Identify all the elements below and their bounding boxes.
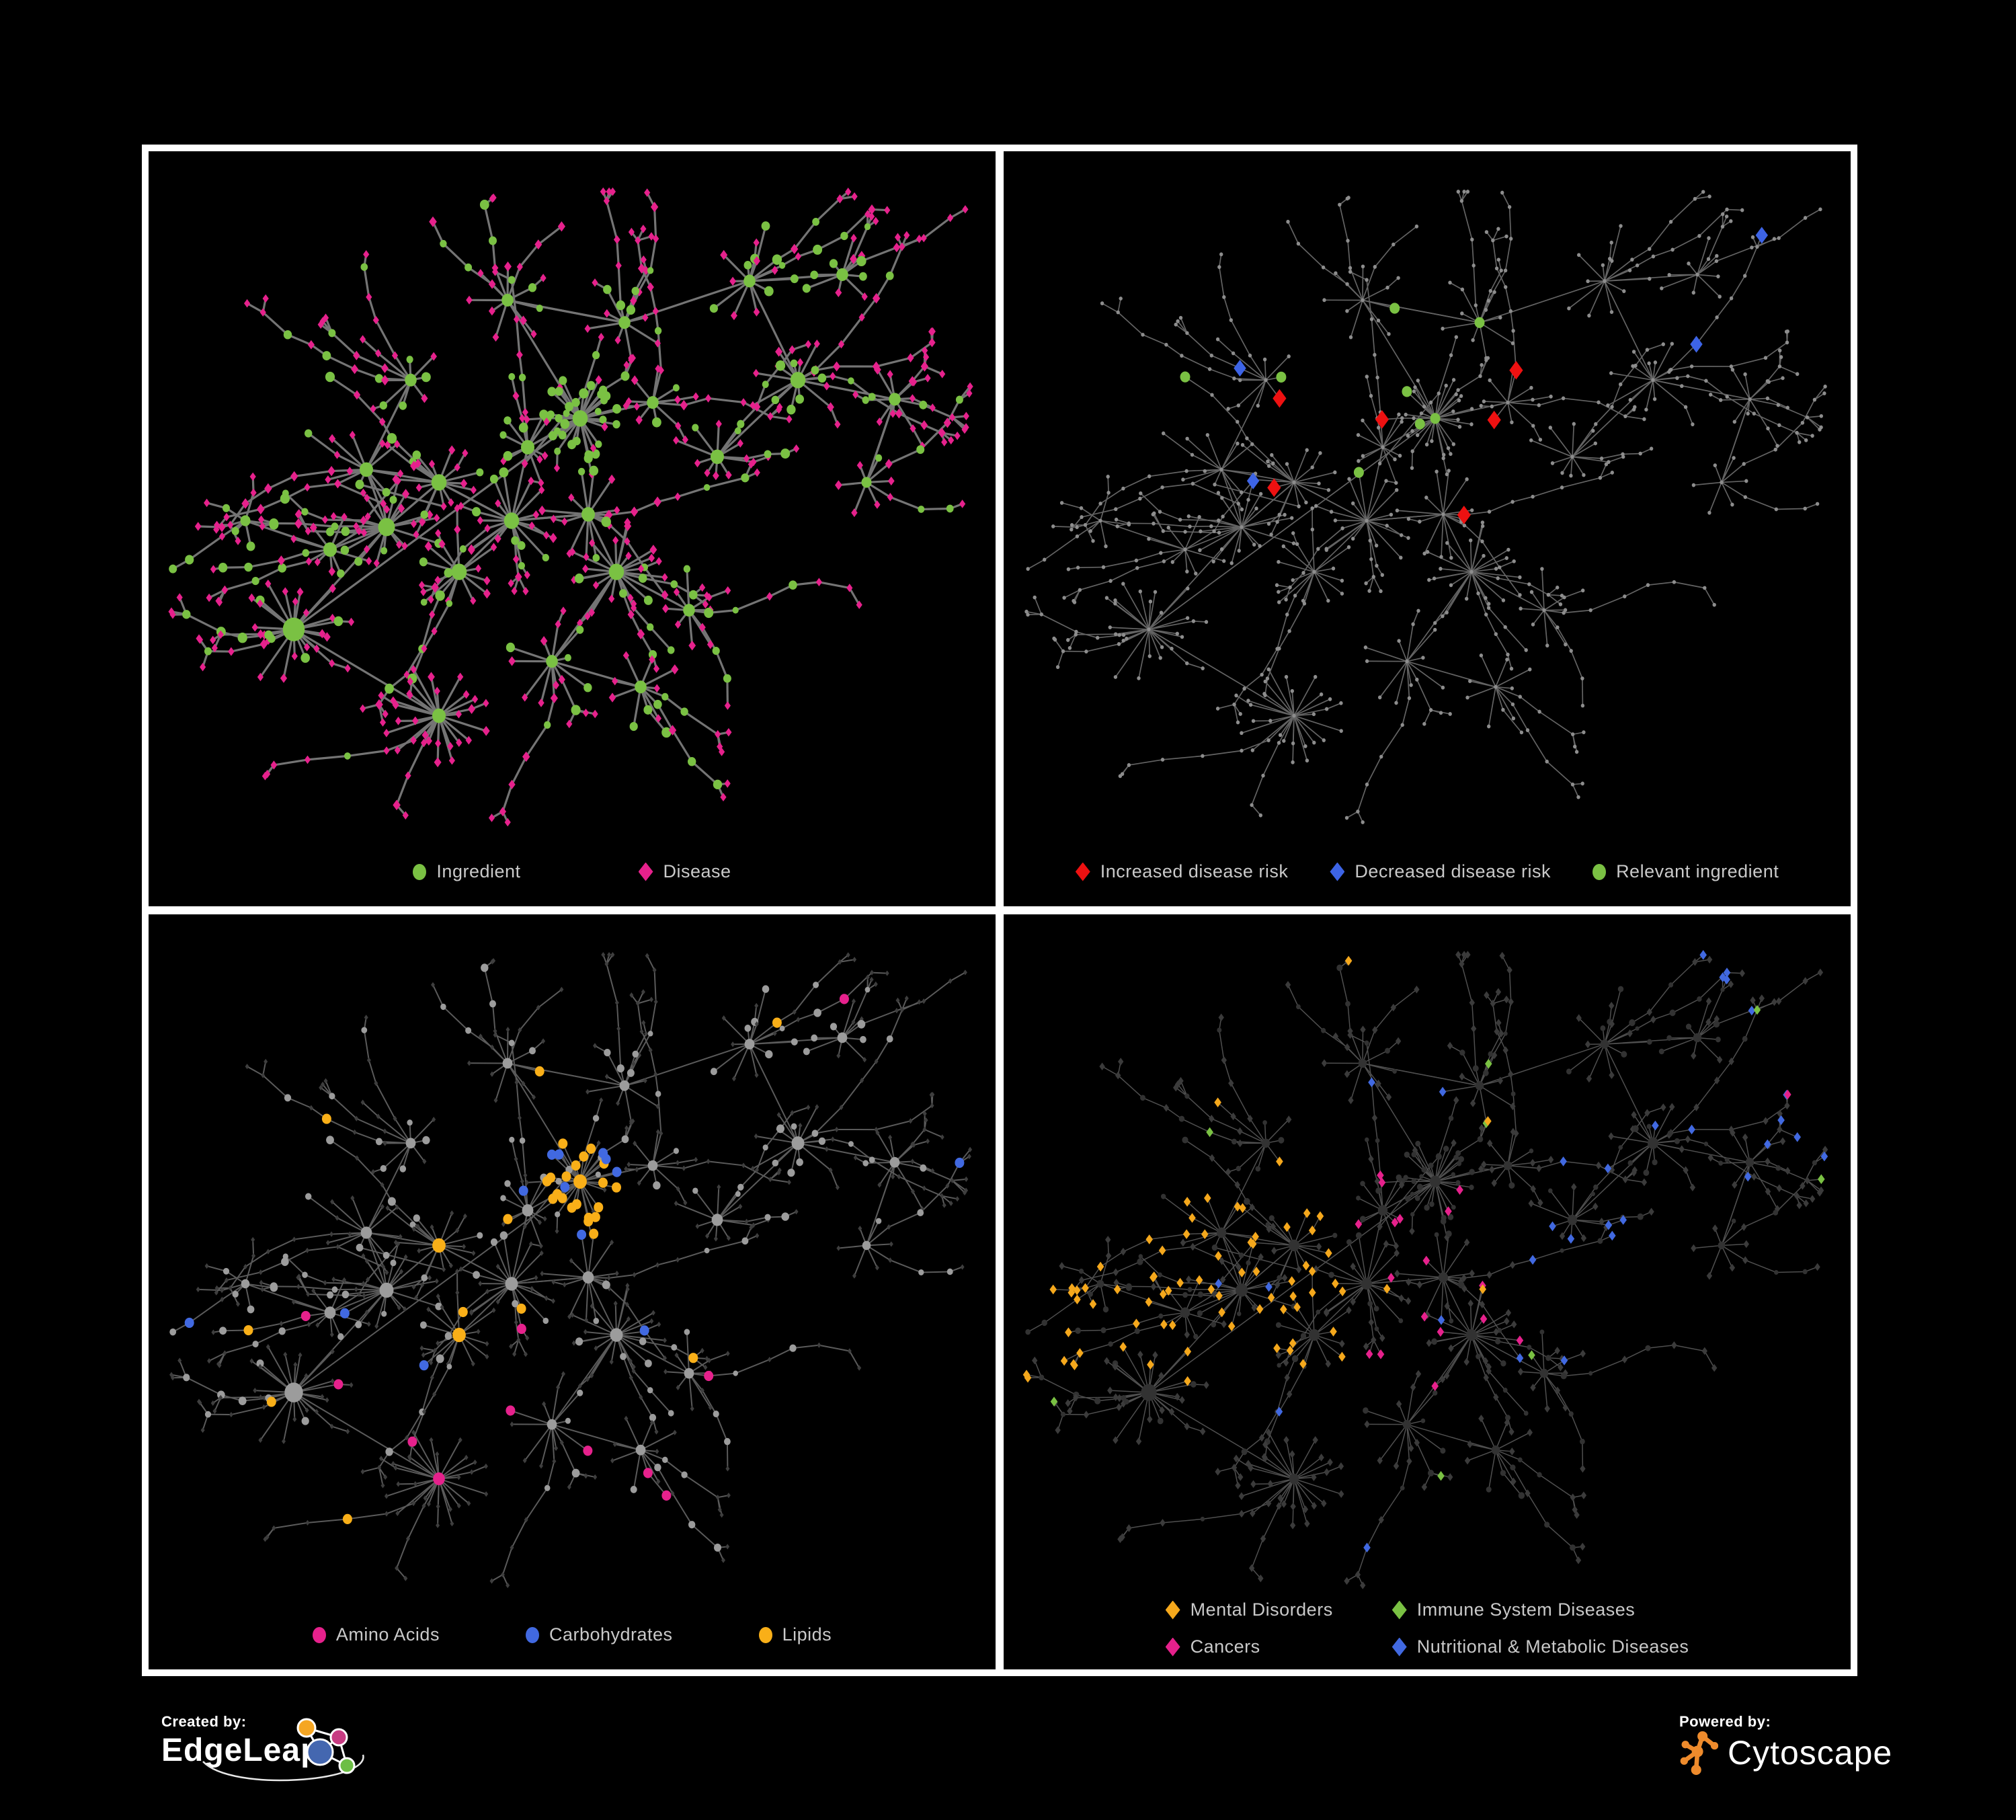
- legend-label: Carbohydrates: [549, 1624, 673, 1645]
- legend-ingredient-disease: Ingredient Disease: [149, 861, 996, 882]
- legend-label: Decreased disease risk: [1355, 861, 1551, 881]
- diamond-swatch-icon: [638, 862, 653, 881]
- panel-ingredient-disease: Ingredient Disease: [149, 151, 996, 906]
- legend-item: Increased disease risk: [1075, 861, 1289, 882]
- panel-ingredient-classes: Amino Acids Carbohydrates Lipids: [149, 914, 996, 1669]
- circle-swatch-icon: [758, 1626, 772, 1643]
- legend-item: Ingredient: [413, 861, 520, 882]
- circle-swatch-icon: [525, 1626, 539, 1643]
- legend-label: Mental Disorders: [1190, 1599, 1333, 1620]
- network-graph-disease-categories: [1022, 950, 1828, 1589]
- cytoscape-logo-icon: [1680, 1731, 1718, 1775]
- cytoscape-brand: Cytoscape: [1728, 1734, 1893, 1772]
- legend-label: Amino Acids: [335, 1624, 440, 1645]
- diamond-swatch-icon: [1075, 862, 1090, 881]
- powered-by-label: Powered by:: [1679, 1713, 1771, 1730]
- legend-item: Carbohydrates: [525, 1624, 673, 1645]
- legend-item: Immune System Diseases: [1392, 1599, 1689, 1620]
- edgeleap-brand: EdgeLeap: [161, 1733, 321, 1768]
- legend-item: Amino Acids: [312, 1624, 440, 1645]
- legend-item: Decreased disease risk: [1330, 861, 1551, 882]
- panel-grid: Ingredient Disease Increased disease ris…: [142, 145, 1857, 1676]
- created-by-label: Created by:: [161, 1713, 247, 1730]
- legend-item: Relevant ingredient: [1592, 861, 1779, 882]
- diamond-swatch-icon: [1392, 1600, 1407, 1620]
- panel-disease-risk: Increased disease risk Decreased disease…: [1004, 151, 1851, 906]
- diamond-swatch-icon: [1330, 862, 1345, 881]
- legend-label: Relevant ingredient: [1616, 861, 1779, 881]
- legend-label: Lipids: [782, 1624, 832, 1645]
- legend-disease-categories: Mental Disorders Immune System Diseases …: [1004, 1599, 1851, 1657]
- legend-item: Mental Disorders: [1165, 1599, 1333, 1620]
- legend-label: Immune System Diseases: [1416, 1599, 1636, 1620]
- legend-item: Nutritional & Metabolic Diseases: [1392, 1636, 1689, 1657]
- powered-by-block: Powered by: Cytoscape: [1679, 1713, 1892, 1790]
- diamond-swatch-icon: [1392, 1637, 1407, 1657]
- circle-swatch-icon: [312, 1626, 326, 1643]
- legend-item: Cancers: [1165, 1636, 1333, 1657]
- legend-label: Increased disease risk: [1100, 861, 1289, 881]
- legend-ingredient-classes: Amino Acids Carbohydrates Lipids: [149, 1624, 996, 1645]
- legend-item: Lipids: [758, 1624, 832, 1645]
- legend-label: Disease: [663, 861, 731, 881]
- legend-label: Nutritional & Metabolic Diseases: [1416, 1636, 1689, 1657]
- diamond-swatch-icon: [1165, 1637, 1180, 1657]
- circle-swatch-icon: [413, 863, 427, 880]
- network-graph-disease-risk: [1024, 190, 1827, 824]
- network-graph-ingredient-classes: [169, 951, 973, 1589]
- legend-disease-risk: Increased disease risk Decreased disease…: [1004, 861, 1851, 882]
- panel-disease-categories: Mental Disorders Immune System Diseases …: [1004, 914, 1851, 1669]
- diamond-swatch-icon: [1165, 1600, 1180, 1620]
- legend-label: Cancers: [1190, 1636, 1260, 1657]
- legend-item: Disease: [638, 861, 731, 882]
- legend-label: Ingredient: [436, 861, 521, 881]
- circle-swatch-icon: [1592, 863, 1607, 880]
- created-by-block: Created by: EdgeLeap: [161, 1713, 383, 1790]
- network-graph-ingredient-disease: [168, 187, 973, 827]
